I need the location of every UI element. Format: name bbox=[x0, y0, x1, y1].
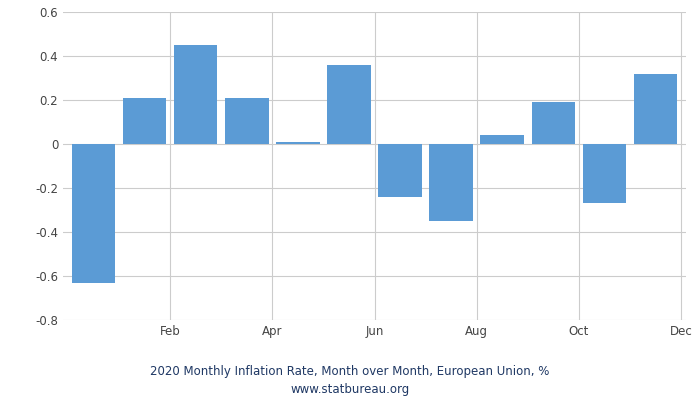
Bar bbox=[634, 74, 677, 144]
Bar bbox=[174, 45, 218, 144]
Bar bbox=[480, 135, 524, 144]
Bar bbox=[328, 65, 371, 144]
Text: 2020 Monthly Inflation Rate, Month over Month, European Union, %: 2020 Monthly Inflation Rate, Month over … bbox=[150, 366, 550, 378]
Bar bbox=[582, 144, 626, 203]
Bar bbox=[276, 142, 320, 144]
Bar bbox=[225, 98, 269, 144]
Text: www.statbureau.org: www.statbureau.org bbox=[290, 384, 410, 396]
Bar bbox=[123, 98, 167, 144]
Bar bbox=[378, 144, 421, 197]
Bar bbox=[72, 144, 116, 282]
Bar bbox=[531, 102, 575, 144]
Bar bbox=[429, 144, 472, 221]
